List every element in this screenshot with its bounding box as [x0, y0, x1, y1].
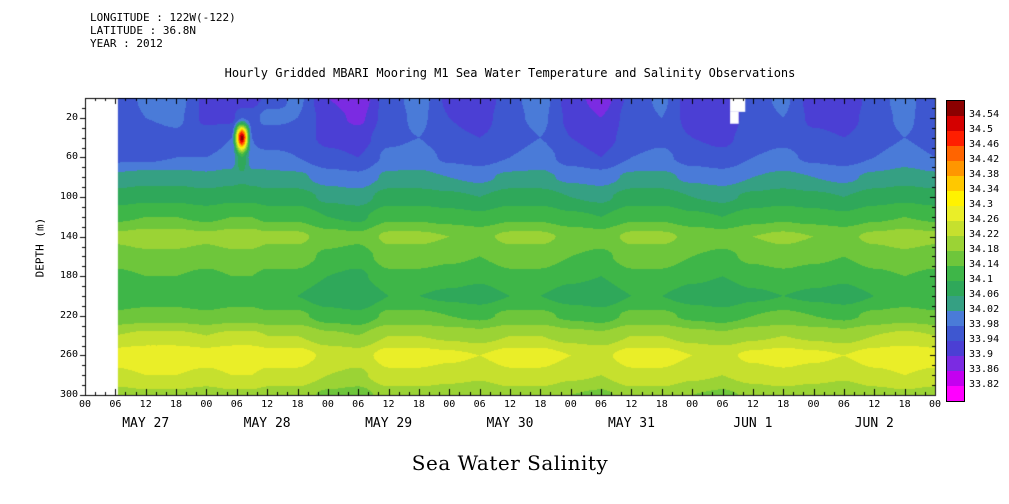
x-tick-label: 00: [564, 399, 577, 410]
colorbar-tick-label: 33.94: [969, 334, 1000, 345]
x-tick-label: 18: [170, 399, 183, 410]
colorbar-segment: [947, 221, 964, 236]
x-tick-label: 18: [655, 399, 668, 410]
y-tick-label: 180: [59, 270, 78, 282]
x-tick-label: 06: [109, 399, 122, 410]
colorbar-segment: [947, 356, 964, 371]
x-tick-label: 06: [352, 399, 365, 410]
colorbar-segment: [947, 266, 964, 281]
colorbar-segment: [947, 341, 964, 356]
x-tick-label: 00: [78, 399, 92, 410]
x-tick-label: 12: [261, 399, 274, 410]
day-label: MAY 27: [122, 416, 170, 431]
colorbar-tick-label: 33.98: [969, 319, 1000, 330]
y-tick-label: 140: [59, 230, 78, 242]
colorbar-tick-label: 34.1: [969, 274, 994, 285]
colorbar-segment: [947, 371, 964, 386]
x-tick-label: 12: [746, 399, 759, 410]
year-label: YEAR : 2012: [90, 37, 163, 50]
x-tick-label: 12: [139, 399, 152, 410]
y-tick-label: 220: [59, 309, 78, 321]
colorbar: [946, 100, 965, 402]
colorbar-tick-label: 34.02: [969, 304, 1000, 315]
colorbar-segment: [947, 146, 964, 161]
x-tick-label: 12: [382, 399, 395, 410]
heatmap-canvas: [85, 98, 935, 395]
colorbar-tick-label: 33.86: [969, 364, 1000, 375]
y-tick-label: 260: [59, 349, 78, 361]
x-tick-label: 06: [837, 399, 850, 410]
y-tick-label: 60: [65, 151, 78, 163]
x-tick-label: 18: [777, 399, 790, 410]
colorbar-tick-label: 34.26: [969, 214, 1000, 225]
colorbar-segment: [947, 161, 964, 176]
colorbar-segment: [947, 236, 964, 251]
x-tick-label: 00: [443, 399, 456, 410]
colorbar-segment: [947, 326, 964, 341]
colorbar-tick-label: 34.54: [969, 109, 1000, 120]
colorbar-tick-label: 33.9: [969, 349, 994, 360]
x-tick-label: 18: [291, 399, 304, 410]
colorbar-tick-label: 34.34: [969, 184, 1000, 195]
day-label: MAY 30: [486, 416, 534, 431]
x-tick-label: 00: [807, 399, 820, 410]
colorbar-tick-label: 34.3: [969, 199, 994, 210]
colorbar-tick-label: 34.14: [969, 259, 1000, 270]
colorbar-segment: [947, 311, 964, 326]
colorbar-segment: [947, 386, 964, 401]
x-tick-label: 00: [321, 399, 334, 410]
x-tick-label: 06: [473, 399, 486, 410]
colorbar-segment: [947, 206, 964, 221]
x-tick-label: 06: [230, 399, 243, 410]
colorbar-tick-label: 33.82: [969, 379, 1000, 390]
colorbar-segment: [947, 251, 964, 266]
x-tick-label: 12: [625, 399, 638, 410]
colorbar-segment: [947, 116, 964, 131]
x-tick-label: 00: [200, 399, 213, 410]
colorbar-segment: [947, 101, 964, 116]
colorbar-segment: [947, 191, 964, 206]
y-axis-title: DEPTH (m): [33, 217, 47, 278]
latitude-label: LATITUDE : 36.8N: [90, 24, 196, 37]
x-tick-label: 18: [534, 399, 547, 410]
colorbar-segment: [947, 296, 964, 311]
longitude-label: LONGITUDE : 122W(-122): [90, 11, 236, 24]
colorbar-tick-label: 34.06: [969, 289, 1000, 300]
colorbar-tick-label: 34.42: [969, 154, 1000, 165]
day-label: JUN 1: [733, 416, 773, 431]
x-tick-label: 00: [686, 399, 699, 410]
x-tick-label: 18: [898, 399, 911, 410]
variable-label: Sea Water Salinity: [411, 451, 609, 475]
x-tick-label: 12: [503, 399, 517, 410]
y-tick-label: 20: [65, 111, 78, 123]
colorbar-tick-label: 34.5: [969, 124, 994, 135]
day-label: MAY 29: [365, 416, 413, 431]
day-label: MAY 28: [243, 416, 291, 431]
colorbar-segment: [947, 176, 964, 191]
x-tick-label: 06: [595, 399, 608, 410]
x-tick-label: 06: [716, 399, 729, 410]
day-label: MAY 31: [607, 416, 655, 431]
colorbar-tick-label: 34.38: [969, 169, 1000, 180]
colorbar-tick-label: 34.18: [969, 244, 1000, 255]
y-tick-label: 100: [59, 191, 78, 202]
colorbar-segment: [947, 131, 964, 146]
y-tick-label: 300: [59, 389, 78, 400]
colorbar-tick-label: 34.22: [969, 229, 1000, 240]
day-label: JUN 2: [854, 416, 894, 431]
plot-title: Hourly Gridded MBARI Mooring M1 Sea Wate…: [224, 66, 796, 80]
x-tick-label: 18: [412, 399, 425, 410]
colorbar-tick-label: 34.46: [969, 139, 1000, 150]
header-info: LONGITUDE : 122W(-122) LATITUDE : 36.8N …: [90, 11, 236, 50]
colorbar-segment: [947, 281, 964, 296]
x-tick-label: 12: [868, 399, 881, 410]
x-tick-label: 00: [928, 399, 942, 410]
